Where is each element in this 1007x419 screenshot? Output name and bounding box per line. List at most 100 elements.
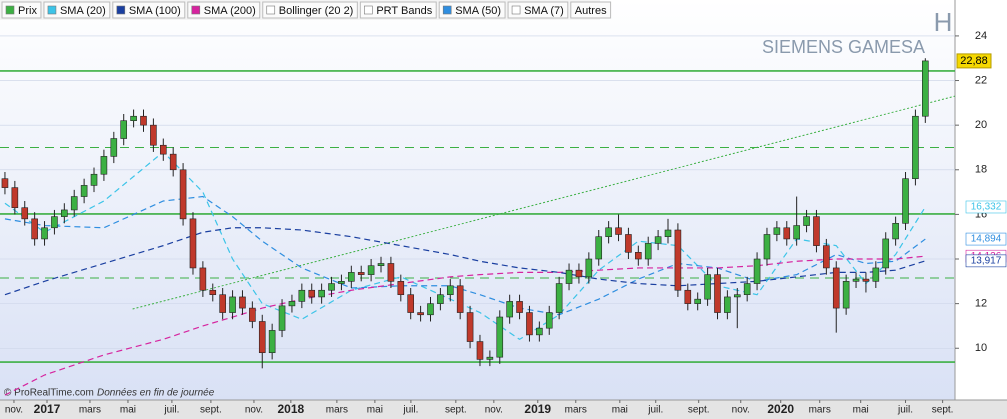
candle-body xyxy=(684,289,692,304)
candle-body xyxy=(476,341,484,360)
x-tick-label: juil. xyxy=(897,405,913,416)
x-tick-label: mars xyxy=(809,405,831,416)
x-tick-label: sept. xyxy=(688,405,710,416)
candle-body xyxy=(268,330,276,354)
candle-body xyxy=(61,209,68,217)
legend-label: SMA (50) xyxy=(455,5,501,17)
candle-body xyxy=(159,144,167,155)
legend-item[interactable]: SMA (100) xyxy=(112,1,186,19)
legend-swatch xyxy=(442,5,452,15)
legend-button[interactable] xyxy=(112,1,186,19)
note: Données en fin de journée xyxy=(97,388,215,399)
x-tick-label: sept. xyxy=(200,405,222,416)
candle-body xyxy=(150,124,157,146)
candle-body xyxy=(595,236,603,260)
candle-body xyxy=(506,301,513,318)
candle-body xyxy=(832,267,840,309)
legend-button[interactable] xyxy=(359,1,437,19)
candle-body xyxy=(892,223,899,240)
candle-body xyxy=(654,236,662,244)
legend-item[interactable]: SMA (50) xyxy=(438,1,506,19)
legend-button[interactable] xyxy=(262,1,358,19)
legend-label: PRT Bands xyxy=(376,5,432,17)
candle-body xyxy=(189,218,197,269)
legend-button[interactable] xyxy=(43,1,111,19)
candle-body xyxy=(387,263,395,282)
x-tick-label: 2018 xyxy=(278,402,305,416)
legend-button[interactable] xyxy=(438,1,506,19)
chart-subtitle: H xyxy=(934,7,953,37)
candle-body xyxy=(704,274,711,300)
candle-body xyxy=(694,298,701,304)
candle-body xyxy=(466,312,474,342)
candle-body xyxy=(397,281,405,296)
x-tick-label: nov. xyxy=(5,405,23,416)
candle-body xyxy=(41,227,48,240)
candle-body xyxy=(585,258,593,278)
y-tick-label: 18 xyxy=(975,164,987,176)
x-tick-label: juil. xyxy=(163,405,179,416)
candle-body xyxy=(11,187,19,209)
legend-swatch xyxy=(266,5,276,15)
candle-body xyxy=(258,321,266,354)
x-tick-label: 2019 xyxy=(524,402,551,416)
candle-body xyxy=(120,120,128,139)
legend-item[interactable]: Prix xyxy=(1,1,42,19)
candle-body xyxy=(456,285,464,313)
sma-line xyxy=(4,255,926,396)
candle-body xyxy=(239,296,246,309)
candle-body xyxy=(536,327,543,336)
candle-body xyxy=(575,269,583,278)
candle-body xyxy=(635,252,642,260)
y-tick-label: 24 xyxy=(975,30,987,42)
candle-body xyxy=(555,283,563,313)
legend-label: SMA (7) xyxy=(524,5,564,17)
candle-body xyxy=(328,283,335,291)
candle-body xyxy=(278,305,286,331)
legend-button[interactable] xyxy=(187,1,261,19)
legend-item[interactable]: SMA (200) xyxy=(187,1,261,19)
candle-body xyxy=(298,289,306,302)
legend-item[interactable]: SMA (7) xyxy=(507,1,569,19)
candle-body xyxy=(338,281,345,284)
candle-body xyxy=(90,173,98,186)
candle-body xyxy=(486,356,494,360)
candle-body xyxy=(773,227,781,235)
candle-body xyxy=(199,267,207,291)
candle-body xyxy=(70,196,78,211)
legend-item[interactable]: Bollinger (20 2) xyxy=(262,1,358,19)
legend-item[interactable]: Autres xyxy=(570,1,612,19)
candle-body xyxy=(625,234,632,253)
candle-body xyxy=(783,227,791,240)
legend-button[interactable] xyxy=(570,1,612,19)
candle-body xyxy=(51,216,58,229)
y-tick-label: 12 xyxy=(975,298,987,310)
legend-label: Autres xyxy=(575,5,607,17)
candle-body xyxy=(793,225,800,240)
legend-item[interactable]: SMA (20) xyxy=(43,1,111,19)
y-tick-label: 20 xyxy=(975,119,987,131)
legend-label: Prix xyxy=(18,5,37,17)
candle-body xyxy=(417,312,424,316)
candle-body xyxy=(169,153,177,171)
candle-body xyxy=(21,207,29,220)
candle-body xyxy=(644,243,652,260)
candle-body xyxy=(803,216,810,226)
candle-body xyxy=(229,296,236,313)
sma-value-box xyxy=(965,200,1007,214)
candle-body xyxy=(733,294,741,298)
candle-body xyxy=(219,294,226,313)
candle-body xyxy=(724,296,731,313)
y-tick-label: 10 xyxy=(975,342,987,354)
legend-label: SMA (200) xyxy=(204,5,256,17)
legend-item[interactable]: PRT Bands xyxy=(359,1,437,19)
legend-button[interactable] xyxy=(507,1,569,19)
x-tick-label: mars xyxy=(565,405,587,416)
x-tick-label: mai xyxy=(367,405,383,416)
sma-value-box xyxy=(965,232,1007,246)
x-tick-label: juil. xyxy=(647,405,663,416)
candle-body xyxy=(862,278,870,282)
x-tick-label: mai xyxy=(853,405,869,416)
x-tick-label: mars xyxy=(79,405,101,416)
